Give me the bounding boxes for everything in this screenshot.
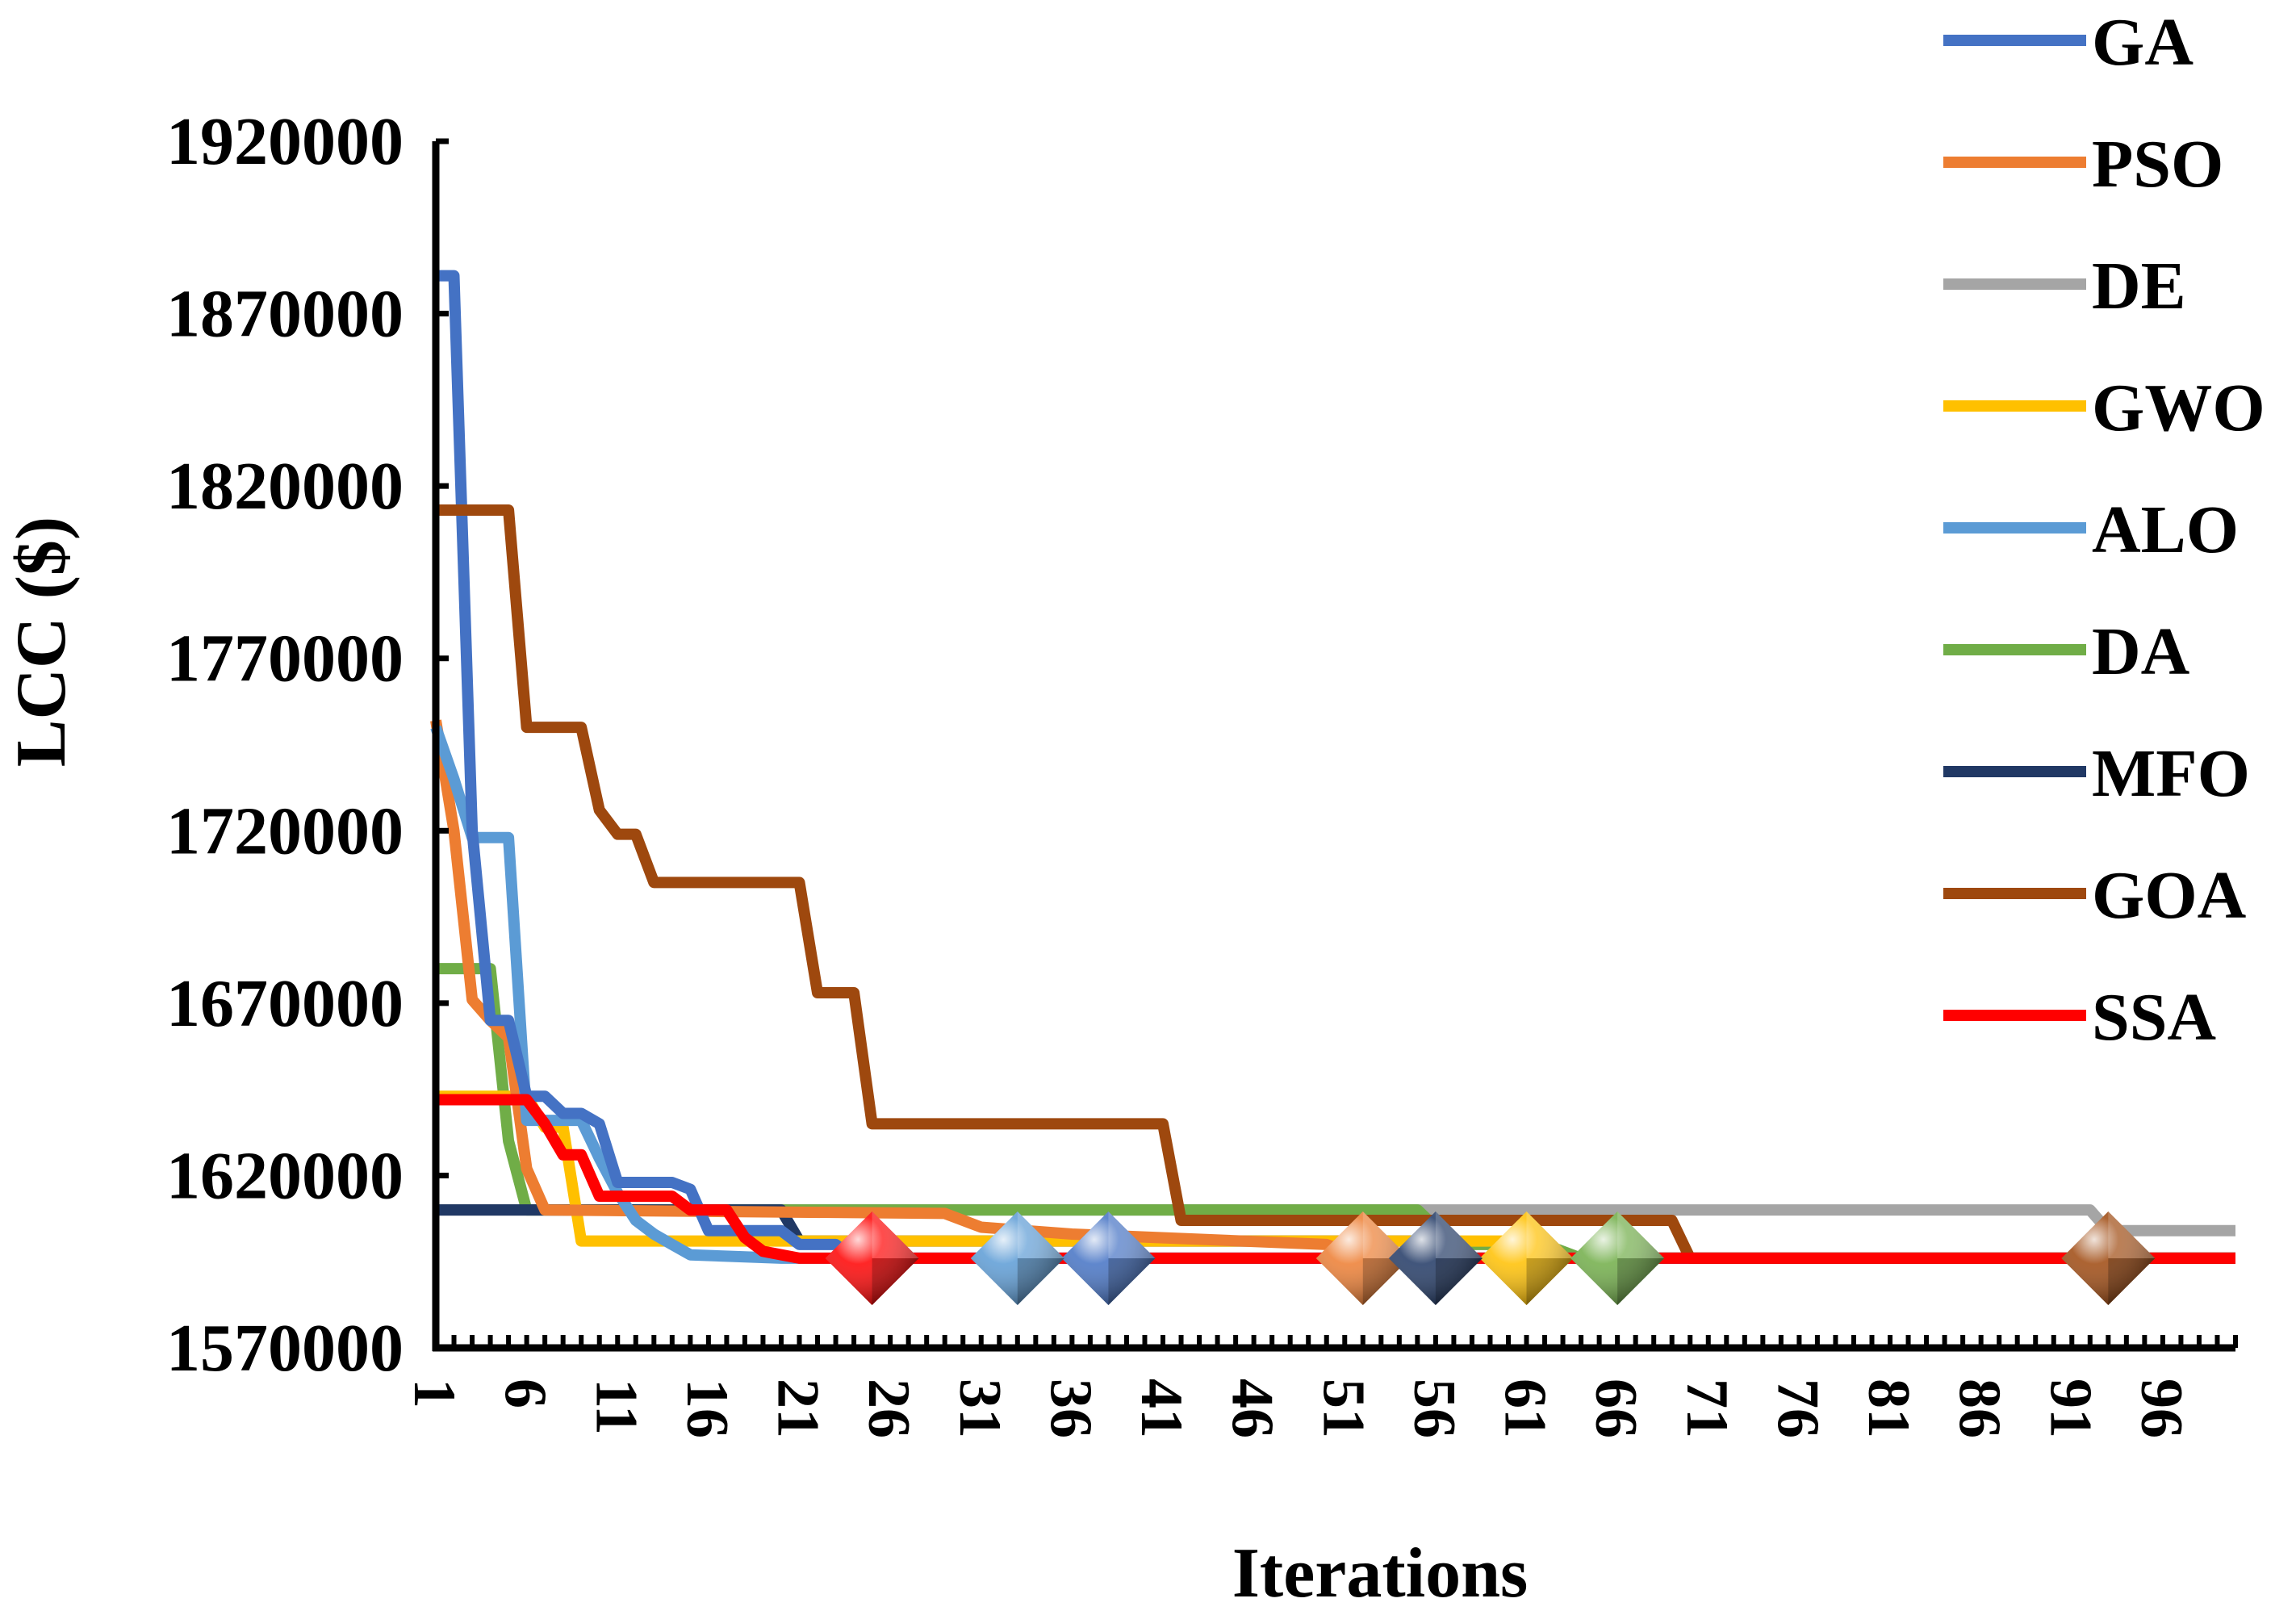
- marker-mfo: [1388, 1211, 1483, 1305]
- x-tick-label: 51: [1310, 1379, 1376, 1438]
- y-tick-label: 1670000: [166, 966, 404, 1041]
- series-line-ga: [436, 270, 2235, 1264]
- diamond-marker-shade: [1388, 1211, 1483, 1305]
- y-tick-label: 1720000: [166, 793, 404, 868]
- diamond-marker-shade: [1061, 1211, 1156, 1305]
- series-line-goa: [436, 504, 2235, 1264]
- x-tick-labels: 1 6 11 16 21 26 31 36 41 46 51 56 61 66 71 76 81 86 91 96: [401, 1379, 2194, 1438]
- legend-label-mfo: MFO: [2092, 736, 2250, 811]
- x-tick-label: 81: [1855, 1379, 1922, 1438]
- x-tick-label: 11: [583, 1379, 649, 1435]
- x-tick-label: 86: [1947, 1379, 2013, 1438]
- diamond-marker-facet: [1017, 1257, 1064, 1305]
- x-tick-label: 71: [1674, 1379, 1740, 1438]
- legend-label-ssa: SSA: [2092, 980, 2216, 1055]
- y-axis-title: LCC ($): [2, 517, 81, 767]
- y-tick-label: 1820000: [166, 449, 404, 524]
- series-line-pso: [430, 719, 2235, 1264]
- x-tick-label: 76: [1764, 1379, 1830, 1438]
- marker-ssa: [825, 1211, 919, 1305]
- diamond-marker-facet: [1617, 1257, 1665, 1305]
- diamond-marker-facet: [1526, 1257, 1574, 1305]
- x-tick-label: 16: [674, 1379, 740, 1438]
- diamond-marker-facet: [1526, 1211, 1574, 1258]
- y-tick-labels: 1570000 1620000 1670000 1720000 1770000 18200…: [166, 104, 404, 1386]
- diamond-marker-facet: [2108, 1257, 2156, 1305]
- y-tick-label: 1620000: [166, 1138, 404, 1213]
- diamond-marker-facet: [1108, 1211, 1156, 1258]
- x-tick-label: 66: [1583, 1379, 1649, 1438]
- x-tick-label: 31: [947, 1379, 1013, 1438]
- x-tick-label: 36: [1037, 1379, 1103, 1438]
- marker-da: [1570, 1211, 1665, 1305]
- marker-goa: [2061, 1211, 2156, 1305]
- marker-pso: [1315, 1211, 1410, 1305]
- diamond-marker-shade: [825, 1211, 919, 1305]
- legend-label-de: DE: [2092, 249, 2186, 324]
- x-tick-label: 1: [401, 1379, 467, 1408]
- x-tick-label: 41: [1128, 1379, 1194, 1438]
- legend-label-gwo: GWO: [2092, 370, 2265, 446]
- legend-label-pso: PSO: [2092, 127, 2223, 202]
- legend-label-da: DA: [2092, 614, 2190, 689]
- x-tick-label: 6: [492, 1379, 558, 1408]
- x-tick-label: 26: [855, 1379, 922, 1438]
- legend-label-goa: GOA: [2092, 858, 2247, 933]
- diamond-marker-facet: [872, 1211, 919, 1258]
- x-axis-title: Iterations: [1232, 1534, 1529, 1611]
- x-tick-label: 91: [2037, 1379, 2103, 1438]
- y-tick-label: 1920000: [166, 104, 404, 179]
- x-tick-label: 96: [2128, 1379, 2194, 1438]
- diamond-marker-shade: [2061, 1211, 2156, 1305]
- legend-label-alo: ALO: [2092, 492, 2239, 567]
- series-line-alo: [430, 725, 2235, 1264]
- diamond-marker-facet: [872, 1257, 919, 1305]
- x-tick-label: 56: [1401, 1379, 1467, 1438]
- series-lines: [430, 270, 2235, 1264]
- y-tick-label: 1870000: [166, 277, 404, 352]
- diamond-marker-shade: [1479, 1211, 1574, 1305]
- x-tick-label: 21: [765, 1379, 831, 1438]
- series-markers: [825, 1211, 2156, 1305]
- legend: GA PSO DE GWO ALO DA MFO GOA SSA: [1943, 5, 2265, 1055]
- x-tick-label: 61: [1492, 1379, 1558, 1438]
- diamond-marker-shade: [970, 1211, 1064, 1305]
- diamond-marker-facet: [1617, 1211, 1665, 1258]
- y-tick-label: 1570000: [166, 1311, 404, 1386]
- diamond-marker-facet: [2108, 1211, 2156, 1258]
- marker-gwo: [1479, 1211, 1574, 1305]
- y-tick-label: 1770000: [166, 621, 404, 697]
- diamond-marker-shade: [1315, 1211, 1410, 1305]
- diamond-marker-facet: [1017, 1211, 1064, 1258]
- x-tick-label: 46: [1219, 1379, 1286, 1438]
- legend-label-ga: GA: [2092, 5, 2194, 80]
- diamond-marker-facet: [1435, 1257, 1483, 1305]
- marker-ga: [1061, 1211, 1156, 1305]
- diamond-marker-facet: [1362, 1211, 1410, 1258]
- diamond-marker-facet: [1362, 1257, 1410, 1305]
- diamond-marker-facet: [1108, 1257, 1156, 1305]
- marker-alo: [970, 1211, 1064, 1305]
- axes: [432, 138, 2238, 1352]
- series-line-ssa: [436, 1094, 2235, 1264]
- diamond-marker-facet: [1435, 1211, 1483, 1258]
- diamond-marker-shade: [1570, 1211, 1665, 1305]
